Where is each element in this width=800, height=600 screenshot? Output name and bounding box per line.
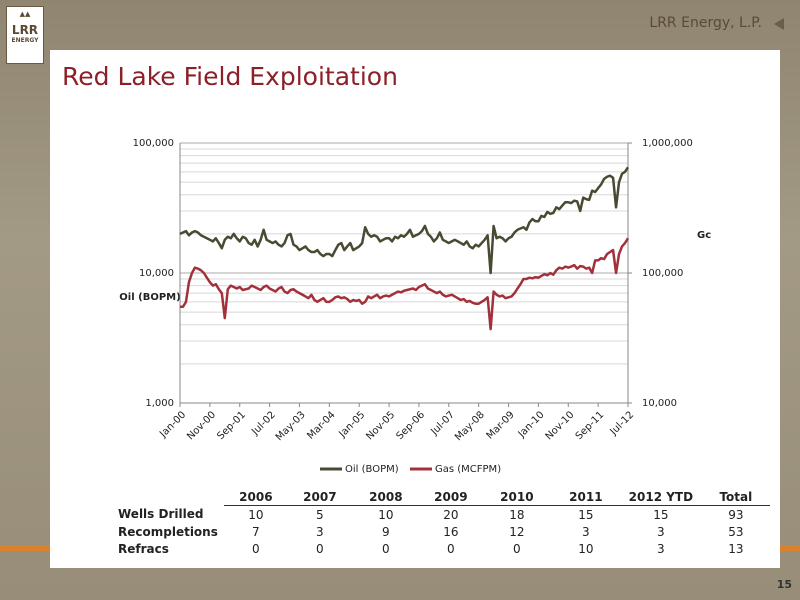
y2-axis-label: Gc [697,230,711,241]
legend-label: Oil (BOPM) [345,464,399,475]
x-tick-label: May-08 [453,409,487,443]
table-row: Recompletions 7 3 9 16 12 3 3 53 [114,523,770,540]
table-cell: 0 [316,541,324,556]
table-cell: 3 [657,541,665,556]
company-name: LRR Energy, L.P. [649,15,762,31]
logo-text: LRR [11,23,39,37]
table-cell: 10 [378,507,394,522]
logo-mark: ▲▲ [19,10,31,18]
table-cell: 0 [447,541,455,556]
y-axis-label: Oil (BOPM) [119,292,180,303]
y-tick-label: 100,000 [133,138,174,149]
table-cell: 20 [443,507,459,522]
table: 2006 2007 2008 2009 2010 2011 2012 YTD Total Wel… [114,488,770,557]
column-header: 2010 [481,488,552,506]
y2-tick-label: 100,000 [642,268,683,279]
x-tick-label: Mar-04 [305,409,337,441]
table-row: Refracs 0 0 0 0 0 10 3 13 [114,540,770,557]
x-tick-label: Nov-00 [185,409,218,442]
table-cell: 93 [728,507,744,522]
table-cell: 18 [509,507,525,522]
table-cell: 3 [582,524,590,539]
table-corner [114,488,224,506]
table-cell: 53 [728,524,744,539]
x-tick-label: Jul-02 [249,409,278,438]
slide-title: Red Lake Field Exploitation [62,62,398,91]
logo: ▲▲ LRR ENERGY [6,6,44,64]
x-tick-label: Mar-09 [485,409,517,441]
column-header: 2007 [287,488,352,506]
table-cell: 16 [443,524,459,539]
table-cell: 7 [252,524,260,539]
y-tick-label: 10,000 [139,268,174,279]
series-line [179,166,630,275]
x-tick-label: May-03 [274,409,308,443]
column-header: 2011 [551,488,620,506]
table-cell: 0 [382,541,390,556]
table-row: Wells Drilled 10 5 10 20 18 15 15 93 [114,506,770,524]
table-cell: 12 [509,524,525,539]
y2-tick-label: 1,000,000 [642,138,693,149]
x-tick-label: Sep-01 [215,409,248,442]
x-tick-label: Jan-05 [337,409,368,440]
x-tick-label: Jan-00 [157,409,188,440]
table-cell: 3 [316,524,324,539]
page-number: 15 [776,578,792,591]
x-tick-label: Jul-07 [428,409,457,438]
column-header: 2008 [351,488,420,506]
nav-arrow [774,18,784,30]
table-header-row: 2006 2007 2008 2009 2010 2011 2012 YTD Total [114,488,770,506]
column-header: 2012 YTD [619,488,702,506]
table-cell: 10 [578,541,594,556]
panel [50,50,780,568]
column-header: 2009 [419,488,482,506]
y2-tick-label: 10,000 [642,398,677,409]
legend-label: Gas (MCFPM) [435,464,501,475]
x-tick-label: Jan-10 [516,409,547,440]
table-cell: 13 [728,541,744,556]
logo-subtext: ENERGY [11,37,39,44]
row-label: Wells Drilled [118,507,204,522]
series-line [180,237,630,331]
x-tick-label: Sep-11 [574,409,607,442]
row-label: Refracs [118,541,169,556]
table-cell: 15 [653,507,669,522]
y-tick-label: 1,000 [145,398,174,409]
table-cell: 15 [578,507,594,522]
x-tick-label: Nov-10 [544,409,577,442]
table-cell: 10 [248,507,264,522]
x-tick-label: Jul-12 [608,409,637,438]
table-cell: 0 [513,541,521,556]
row-label: Recompletions [118,524,218,539]
x-tick-label: Sep-06 [395,409,428,442]
table-cell: 9 [382,524,390,539]
column-header: Total [701,488,770,506]
column-header: 2006 [223,488,288,506]
table-cell: 3 [657,524,665,539]
table-cell: 5 [316,507,324,522]
x-tick-label: Nov-05 [364,409,397,442]
table-cell: 0 [252,541,260,556]
